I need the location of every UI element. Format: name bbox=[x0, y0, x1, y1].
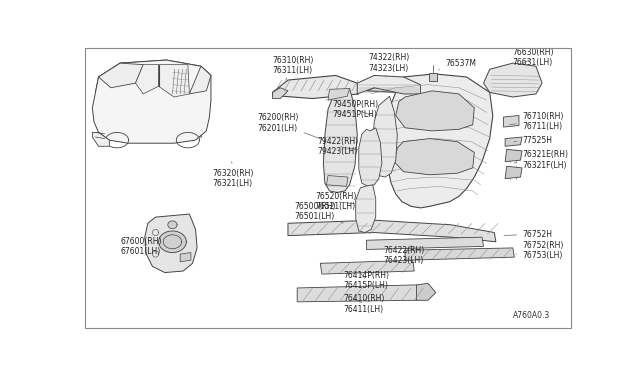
Polygon shape bbox=[396, 91, 474, 131]
Text: 76500(RH)
76501(LH): 76500(RH) 76501(LH) bbox=[294, 202, 344, 223]
Polygon shape bbox=[180, 253, 191, 262]
Polygon shape bbox=[92, 132, 109, 146]
Text: 76414P(RH)
76415P(LH): 76414P(RH) 76415P(LH) bbox=[344, 270, 389, 290]
Bar bbox=[429, 73, 436, 81]
Polygon shape bbox=[297, 285, 420, 302]
Polygon shape bbox=[484, 63, 542, 97]
Polygon shape bbox=[326, 176, 348, 186]
Text: 76320(RH)
76321(LH): 76320(RH) 76321(LH) bbox=[212, 162, 254, 188]
Polygon shape bbox=[505, 150, 522, 162]
Polygon shape bbox=[505, 137, 522, 146]
Polygon shape bbox=[505, 166, 522, 179]
Text: 74322(RH)
74323(LH): 74322(RH) 74323(LH) bbox=[368, 54, 410, 77]
Polygon shape bbox=[359, 128, 382, 186]
Polygon shape bbox=[159, 65, 189, 97]
Text: 77525H: 77525H bbox=[514, 136, 552, 145]
Polygon shape bbox=[95, 60, 211, 96]
Polygon shape bbox=[145, 214, 197, 273]
Text: 76422(RH)
76423(LH): 76422(RH) 76423(LH) bbox=[383, 246, 425, 265]
Polygon shape bbox=[323, 89, 357, 192]
Polygon shape bbox=[288, 220, 496, 242]
Polygon shape bbox=[405, 248, 515, 260]
Polygon shape bbox=[504, 115, 519, 127]
Polygon shape bbox=[99, 63, 143, 88]
Polygon shape bbox=[372, 96, 397, 177]
Text: 76310(RH)
76311(LH): 76310(RH) 76311(LH) bbox=[273, 56, 314, 80]
Polygon shape bbox=[168, 221, 177, 229]
Polygon shape bbox=[320, 260, 414, 274]
Text: 76410(RH)
76411(LH): 76410(RH) 76411(LH) bbox=[344, 294, 385, 314]
Text: A760A0.3: A760A0.3 bbox=[513, 311, 550, 320]
Polygon shape bbox=[273, 88, 288, 99]
Text: 76752H: 76752H bbox=[504, 230, 552, 238]
Polygon shape bbox=[92, 60, 211, 143]
Polygon shape bbox=[417, 283, 436, 300]
Text: 79450P(RH)
79451P(LH): 79450P(RH) 79451P(LH) bbox=[333, 100, 379, 119]
Polygon shape bbox=[159, 231, 186, 253]
Polygon shape bbox=[103, 129, 131, 137]
Text: 76537M: 76537M bbox=[438, 59, 476, 70]
Polygon shape bbox=[174, 129, 202, 137]
Text: 67600(RH)
67601(LH): 67600(RH) 67601(LH) bbox=[120, 237, 161, 256]
Polygon shape bbox=[328, 89, 349, 100]
Polygon shape bbox=[357, 76, 420, 94]
Polygon shape bbox=[136, 65, 159, 94]
Text: 76200(RH)
76201(LH): 76200(RH) 76201(LH) bbox=[257, 113, 321, 139]
Text: 76630(RH)
76631(LH): 76630(RH) 76631(LH) bbox=[513, 48, 554, 67]
Polygon shape bbox=[367, 74, 493, 208]
Text: 76752(RH)
76753(LH): 76752(RH) 76753(LH) bbox=[516, 241, 563, 260]
Polygon shape bbox=[189, 66, 211, 94]
Polygon shape bbox=[394, 139, 474, 175]
Text: 76520(RH)
76521(LH): 76520(RH) 76521(LH) bbox=[316, 192, 357, 211]
Polygon shape bbox=[356, 185, 376, 232]
Text: 76321E(RH)
76321F(LH): 76321E(RH) 76321F(LH) bbox=[514, 150, 568, 170]
Polygon shape bbox=[273, 76, 359, 99]
Text: 76710(RH)
76711(LH): 76710(RH) 76711(LH) bbox=[509, 112, 563, 131]
Text: 79422(RH)
79423(LH): 79422(RH) 79423(LH) bbox=[317, 137, 358, 156]
Polygon shape bbox=[367, 237, 484, 250]
